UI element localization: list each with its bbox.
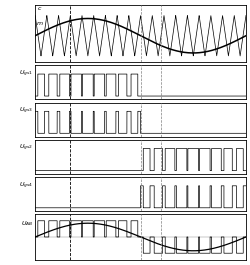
Text: $U_{gs3}$: $U_{gs3}$ [19,106,33,116]
Text: c: c [37,6,40,11]
Text: $U_{AB}$: $U_{AB}$ [21,219,33,228]
Text: $U_{gs4}$: $U_{gs4}$ [19,180,33,191]
Text: $U_{gs2}$: $U_{gs2}$ [19,143,33,153]
Text: m: m [37,21,43,26]
Text: $U_{gs1}$: $U_{gs1}$ [19,69,33,79]
